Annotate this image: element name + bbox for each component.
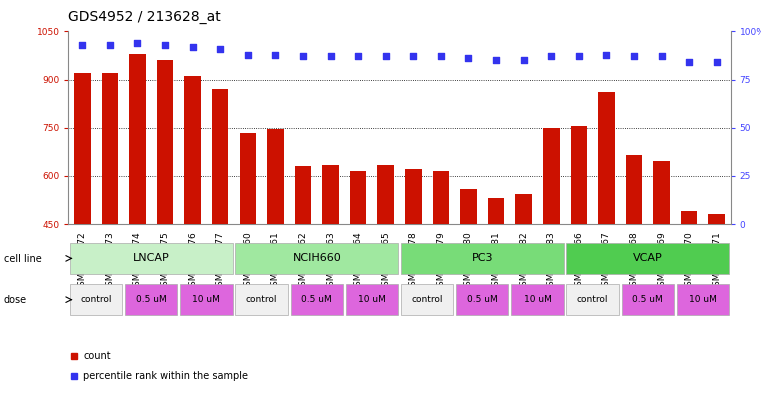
Point [186, 44, 199, 50]
Text: control: control [412, 295, 443, 304]
Bar [235, 243, 398, 274]
Bar [129, 54, 145, 224]
Text: LNCAP: LNCAP [133, 253, 170, 263]
Bar [653, 162, 670, 224]
Text: GDS4952 / 213628_at: GDS4952 / 213628_at [68, 10, 221, 24]
Point [132, 40, 144, 46]
Text: 0.5 uM: 0.5 uM [301, 295, 332, 304]
Text: 10 uM: 10 uM [689, 295, 717, 304]
Point [297, 53, 309, 60]
Text: percentile rank within the sample: percentile rank within the sample [83, 371, 248, 381]
Bar [401, 243, 564, 274]
Text: NCIH660: NCIH660 [292, 253, 341, 263]
Point [600, 51, 613, 58]
Bar [456, 284, 508, 315]
Point [352, 53, 365, 60]
Bar [626, 155, 642, 224]
Bar [184, 76, 201, 224]
Point [435, 53, 447, 60]
Bar [345, 284, 398, 315]
Bar [543, 128, 559, 224]
Point [407, 53, 419, 60]
Text: count: count [83, 351, 110, 361]
Bar [405, 169, 422, 224]
Bar [515, 193, 532, 224]
Point [242, 51, 254, 58]
Bar [70, 284, 123, 315]
Point [103, 42, 116, 48]
Point [545, 53, 557, 60]
Point [159, 42, 171, 48]
Bar [511, 284, 564, 315]
Bar [212, 89, 228, 224]
Text: control: control [246, 295, 277, 304]
Bar [566, 284, 619, 315]
Point [490, 57, 502, 63]
Point [269, 51, 282, 58]
Bar [295, 166, 311, 224]
Text: cell line: cell line [4, 253, 42, 264]
Text: control: control [81, 295, 112, 304]
Bar [74, 73, 91, 224]
Point [711, 59, 723, 65]
Bar [180, 284, 233, 315]
Bar [101, 73, 118, 224]
Point [573, 53, 585, 60]
Point [463, 55, 475, 62]
Text: VCAP: VCAP [633, 253, 663, 263]
Bar [681, 211, 697, 224]
Text: 10 uM: 10 uM [524, 295, 552, 304]
Bar [708, 214, 725, 224]
Bar [70, 243, 233, 274]
Bar [460, 189, 476, 224]
Text: control: control [577, 295, 608, 304]
Point [380, 53, 392, 60]
Bar [571, 126, 587, 224]
Bar [598, 92, 615, 224]
Text: 10 uM: 10 uM [358, 295, 386, 304]
Point [655, 53, 667, 60]
Bar [240, 132, 256, 224]
Text: dose: dose [4, 295, 27, 305]
Bar [677, 284, 729, 315]
Point [683, 59, 696, 65]
Bar [235, 284, 288, 315]
Bar [622, 284, 674, 315]
Bar [401, 284, 454, 315]
Bar [157, 60, 174, 224]
Bar [267, 129, 284, 224]
Text: 10 uM: 10 uM [193, 295, 221, 304]
Bar [566, 243, 729, 274]
Bar [125, 284, 177, 315]
Bar [432, 171, 449, 224]
Point [76, 42, 88, 48]
Point [324, 53, 336, 60]
Point [214, 46, 226, 52]
Bar [350, 171, 366, 224]
Text: 0.5 uM: 0.5 uM [632, 295, 663, 304]
Point [628, 53, 640, 60]
Bar [377, 165, 394, 224]
Point [517, 57, 530, 63]
Bar [322, 165, 339, 224]
Bar [488, 198, 505, 224]
Text: PC3: PC3 [472, 253, 493, 263]
Bar [291, 284, 343, 315]
Text: 0.5 uM: 0.5 uM [136, 295, 167, 304]
Text: 0.5 uM: 0.5 uM [467, 295, 498, 304]
